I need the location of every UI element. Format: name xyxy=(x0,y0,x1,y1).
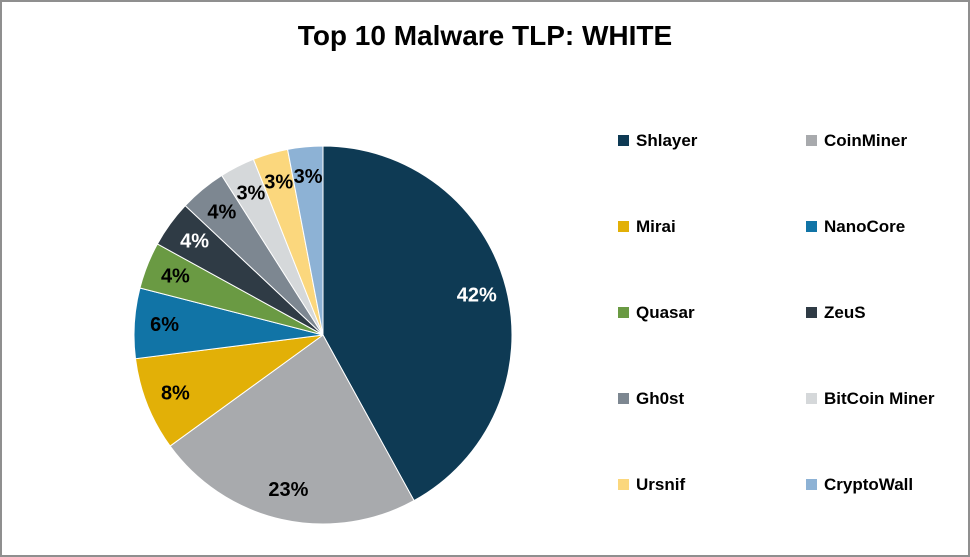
legend-swatch-gh0st xyxy=(618,393,629,404)
pie-data-label-zeus: 4% xyxy=(180,231,209,253)
legend-item-zeus: ZeuS xyxy=(806,297,935,328)
legend-label-cryptowall: CryptoWall xyxy=(824,474,914,494)
pie-slice-cryptowall xyxy=(286,145,324,336)
pie-data-label-mirai: 8% xyxy=(161,382,190,404)
legend-label-zeus: ZeuS xyxy=(824,302,866,322)
legend-swatch-mirai xyxy=(618,221,629,232)
legend-item-mirai: Mirai xyxy=(618,211,806,242)
legend-label-shlayer: Shlayer xyxy=(636,130,698,150)
legend-label-coinminer: CoinMiner xyxy=(824,130,908,150)
legend-swatch-ursnif xyxy=(618,479,629,490)
pie-data-label-nanocore: 6% xyxy=(150,314,179,336)
legend-swatch-coinminer xyxy=(806,135,817,146)
pie-slice-coinminer xyxy=(169,334,415,525)
legend-item-nanocore: NanoCore xyxy=(806,211,935,242)
legend-label-ursnif: Ursnif xyxy=(636,474,686,494)
pie-data-label-shlayer: 42% xyxy=(457,285,497,307)
pie-data-label-ursnif: 3% xyxy=(264,172,293,194)
chart-title: Top 10 Malware TLP: WHITE xyxy=(297,20,673,51)
pie-data-label-cryptowall: 3% xyxy=(294,166,323,188)
pie-data-label-quasar: 4% xyxy=(161,266,190,288)
legend-item-ursnif: Ursnif xyxy=(618,469,806,500)
pie-data-label-coinminer: 23% xyxy=(268,479,308,501)
pie-slice-shlayer xyxy=(322,145,513,502)
legend-swatch-quasar xyxy=(618,307,629,318)
legend-label-gh0st: Gh0st xyxy=(636,388,685,408)
pie-data-label-bitcoin-miner: 3% xyxy=(236,183,265,205)
legend: Shlayer CoinMiner Mirai NanoCore Quasar ZeuS G… xyxy=(618,125,935,500)
legend-item-bitcoin-miner: BitCoin Miner xyxy=(806,383,935,414)
legend-label-quasar: Quasar xyxy=(636,302,695,322)
legend-swatch-nanocore xyxy=(806,221,817,232)
pie-slice-mirai xyxy=(134,334,324,447)
legend-swatch-cryptowall xyxy=(806,479,817,490)
legend-item-gh0st: Gh0st xyxy=(618,383,806,414)
pie-data-label-gh0st: 4% xyxy=(207,202,236,224)
legend-label-bitcoin-miner: BitCoin Miner xyxy=(824,388,935,408)
legend-item-coinminer: CoinMiner xyxy=(806,125,935,156)
legend-label-mirai: Mirai xyxy=(636,216,676,236)
legend-item-shlayer: Shlayer xyxy=(618,125,806,156)
legend-swatch-zeus xyxy=(806,307,817,318)
legend-item-cryptowall: CryptoWall xyxy=(806,469,935,500)
legend-swatch-shlayer xyxy=(618,135,629,146)
legend-item-quasar: Quasar xyxy=(618,297,806,328)
legend-swatch-bitcoin-miner xyxy=(806,393,817,404)
legend-label-nanocore: NanoCore xyxy=(824,216,906,236)
